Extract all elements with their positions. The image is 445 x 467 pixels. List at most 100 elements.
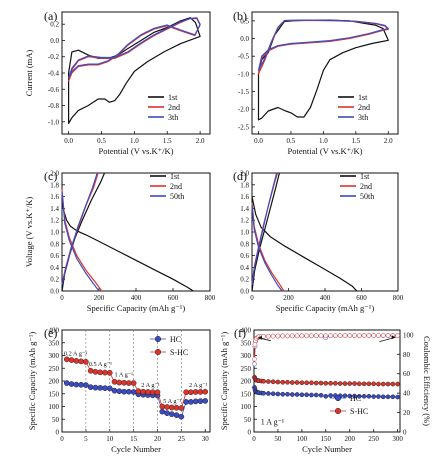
legend-entry: 50th (150, 192, 184, 201)
data-point (299, 333, 305, 339)
plot-frame (251, 172, 399, 292)
data-point (280, 391, 286, 397)
data-point (309, 380, 314, 386)
annotation-label: 2 A g⁻¹ (189, 382, 208, 389)
data-point (149, 389, 156, 396)
data-point (366, 393, 372, 399)
x-tick-label: 800 (393, 294, 404, 302)
y-tick-label: 0 (248, 429, 252, 437)
data-point (78, 358, 84, 365)
panel-label: (d) (233, 169, 247, 183)
data-point (266, 391, 271, 396)
y-tick-label: 150 (49, 390, 60, 398)
data-point (347, 381, 353, 386)
legend-entry: 50th (340, 192, 374, 201)
x-tick-label: 10 (106, 435, 114, 443)
data-point (328, 333, 333, 338)
panel-label: (b) (233, 9, 247, 23)
data-point (294, 333, 300, 339)
legend-label: 3th (358, 113, 368, 122)
data-point (361, 393, 367, 399)
data-point (92, 368, 99, 375)
x-tick-label: 20 (154, 435, 162, 443)
data-point (168, 404, 175, 411)
data-point (309, 333, 314, 339)
y-tick-label: 1.6 (240, 193, 249, 201)
data-point (356, 381, 362, 387)
x-tick-label: 600 (168, 294, 179, 302)
data-point (299, 380, 305, 386)
annotation-label: 1 A g⁻¹ (261, 417, 285, 426)
y-tick-label: 0.5 (240, 17, 249, 25)
legend-label: HC (350, 394, 361, 403)
data-point (202, 388, 209, 395)
y-tick-label: 350 (49, 339, 60, 347)
plot-frame (61, 172, 211, 292)
data-point (285, 333, 290, 339)
y-tick-label: 0.2 (50, 276, 59, 284)
legend-label: 1st (168, 93, 178, 102)
data-point (294, 392, 300, 397)
data-point (371, 333, 377, 338)
x-tick-label: 1.5 (351, 137, 360, 145)
panel-label: (e) (44, 326, 57, 340)
x-tick-label: 30 (202, 435, 210, 443)
y-tick-label: -2.5 (238, 123, 250, 131)
x-axis-label: Potential (V vs.K⁺/K) (288, 146, 363, 156)
data-point (376, 381, 381, 387)
data-point (385, 333, 391, 338)
legend-label: 2nd (360, 182, 372, 191)
data-point (395, 394, 400, 400)
x-tick-label: 100 (297, 435, 308, 443)
legend-label: 50th (170, 192, 184, 201)
x-tick-label: 0.5 (97, 137, 106, 145)
y-axis-label: Specific Capacity (mAh g⁻¹) (27, 332, 37, 431)
panel-label: (a) (44, 9, 57, 23)
data-point (159, 408, 166, 415)
data-point (121, 388, 127, 395)
x-tick-label: 2.0 (196, 137, 205, 145)
data-point (285, 379, 290, 385)
arrow-right-head (391, 335, 396, 340)
x-tick-label: 600 (356, 294, 367, 302)
data-point (188, 399, 194, 405)
x-tick-label: 0.0 (254, 137, 263, 145)
y-tick-label: -0.5 (238, 53, 250, 61)
data-point (202, 398, 209, 404)
x-tick-label: 50 (274, 435, 282, 443)
y-tick-label: -0.8 (48, 102, 60, 110)
series-s-hc (63, 356, 209, 411)
data-point (395, 381, 400, 387)
data-point (135, 388, 142, 395)
data-point (111, 378, 118, 385)
series-1st (257, 19, 389, 121)
y-tick-label: 1.2 (240, 217, 249, 225)
data-point (385, 394, 391, 400)
data-point (337, 381, 343, 386)
y-tick-label: 0.2 (50, 21, 59, 29)
data-point (299, 392, 305, 398)
data-point (140, 388, 147, 395)
x-tick-label: 1.5 (163, 137, 172, 145)
legend-label: 2nd (168, 103, 180, 112)
data-point (285, 391, 290, 397)
series-1st (251, 172, 358, 292)
data-point (323, 333, 329, 339)
data-point (347, 333, 353, 338)
y-tick-label: 0.6 (50, 252, 59, 260)
data-point (130, 380, 137, 386)
data-point (164, 410, 170, 416)
y-tick-label: 1.2 (50, 217, 59, 225)
series-line (251, 172, 278, 286)
legend-entry: 3th (338, 113, 368, 122)
y-tick-label: 1.8 (50, 181, 59, 189)
series-line (68, 17, 201, 79)
y2-tick-label: 0 (403, 429, 407, 437)
legend-entry: S-HC (150, 348, 188, 357)
data-point (83, 359, 89, 365)
data-point (252, 342, 258, 347)
data-point (328, 380, 333, 386)
data-point (73, 358, 80, 364)
x-tick-label: 200 (283, 294, 294, 302)
